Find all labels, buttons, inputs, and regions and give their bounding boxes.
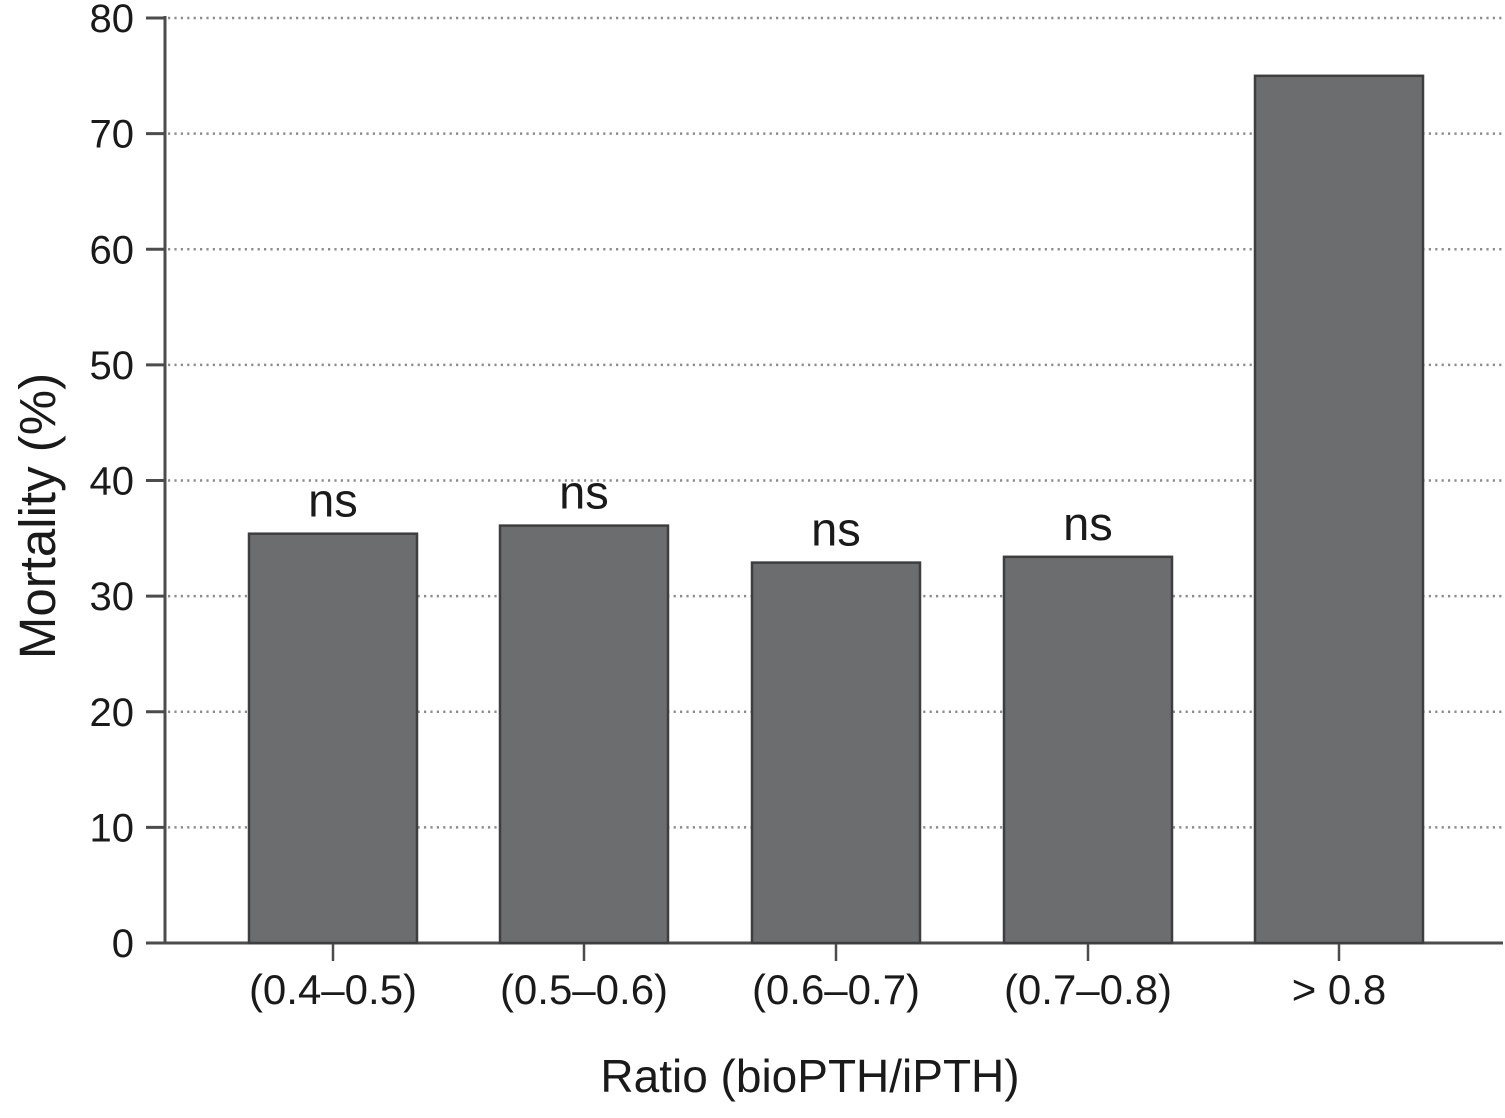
- x-tick-label-1: (0.5–0.6): [500, 966, 668, 1013]
- y-tick-label-20: 20: [90, 691, 135, 735]
- bar-1: [498, 524, 670, 945]
- x-tick-label-0: (0.4–0.5): [249, 966, 417, 1013]
- bar-annotation-1: ns: [559, 466, 609, 519]
- bar-annotation-3: ns: [1063, 497, 1113, 550]
- y-tick-label-10: 10: [90, 806, 135, 850]
- tick-labels-group: 0 10 20 30 40 50 60 70 80 (0.4–0.5) ns (0.5–0.6) ns (…: [90, 0, 1387, 1013]
- bar-annotation-0: ns: [308, 474, 358, 527]
- bar-annotation-2: ns: [811, 503, 861, 556]
- y-tick-label-80: 80: [90, 0, 135, 41]
- bar-3: [1002, 555, 1174, 945]
- x-tick-label-4: > 0.8: [1292, 966, 1387, 1013]
- bar-4: [1253, 74, 1425, 945]
- x-tick-label-3: (0.7–0.8): [1004, 966, 1172, 1013]
- x-tick-label-2: (0.6–0.7): [752, 966, 920, 1013]
- bar-0: [247, 532, 419, 945]
- bars-group: [247, 74, 1425, 945]
- y-tick-label-50: 50: [90, 344, 135, 388]
- y-axis-title: Mortality (%): [9, 373, 66, 659]
- y-tick-label-0: 0: [112, 922, 134, 966]
- y-tick-label-70: 70: [90, 113, 135, 157]
- y-tick-label-40: 40: [90, 460, 135, 504]
- y-tick-label-60: 60: [90, 228, 135, 272]
- y-tick-label-30: 30: [90, 575, 135, 619]
- bar-2: [750, 561, 922, 945]
- x-axis-title: Ratio (bioPTH/iPTH): [600, 1050, 1019, 1102]
